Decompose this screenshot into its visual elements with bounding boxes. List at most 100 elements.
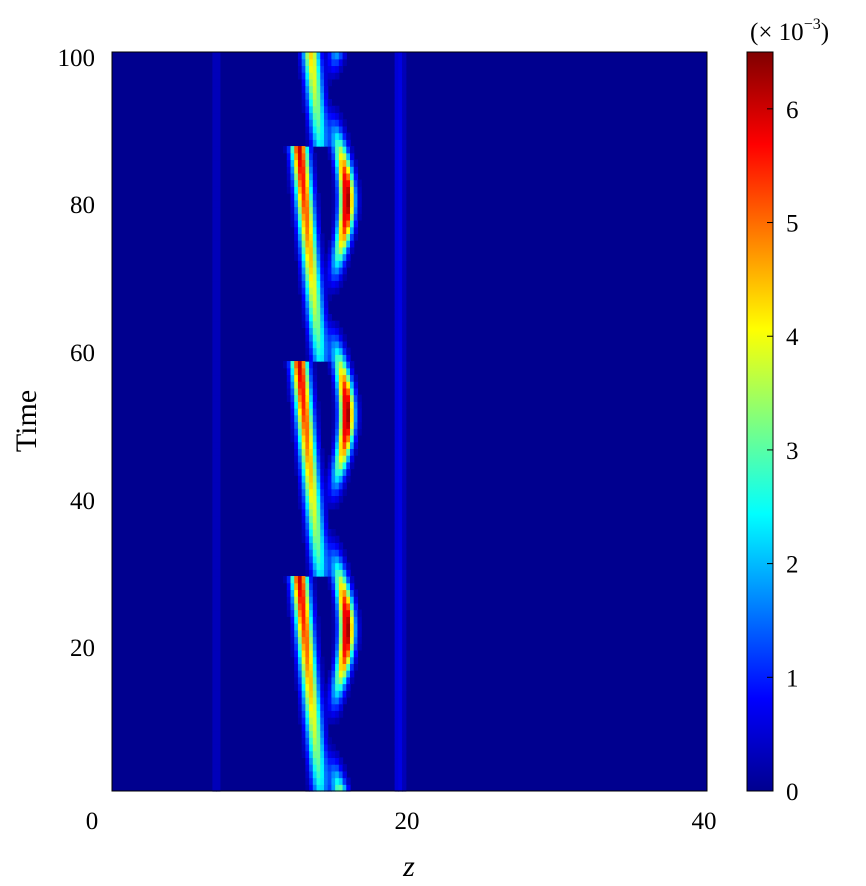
heatmap-cell (357, 623, 362, 631)
heatmap-cell (338, 253, 344, 261)
heatmap-cell (305, 690, 310, 698)
heatmap-cell (335, 233, 340, 241)
heatmap-cell (290, 193, 295, 201)
heatmap-cell (320, 730, 325, 738)
heatmap-cell (331, 320, 336, 329)
heatmap-cell (301, 166, 306, 174)
heatmap-cell (216, 508, 221, 517)
heatmap-cell (309, 448, 314, 456)
heatmap-cell (312, 287, 318, 295)
heatmap-cell (290, 172, 295, 181)
heatmap-cell (346, 428, 351, 436)
heatmap-cell (312, 354, 318, 362)
heatmap-cell (320, 99, 325, 107)
heatmap-cell (327, 777, 333, 785)
colorbar-tick-label: 0 (786, 779, 799, 806)
heatmap-cell (212, 179, 217, 187)
heatmap-cell (212, 515, 217, 523)
heatmap-cell (342, 448, 347, 456)
heatmap-cell (212, 502, 217, 510)
heatmap-cell (290, 649, 295, 658)
heatmap-cell (402, 555, 407, 564)
heatmap-cell (342, 643, 347, 651)
heatmap-cell (309, 495, 314, 503)
heatmap-cell (294, 616, 299, 624)
heatmap-cell (305, 670, 310, 678)
heatmap-cell (402, 58, 407, 67)
heatmap-cell (312, 52, 318, 60)
heatmap-cell (398, 273, 403, 282)
heatmap-cell (301, 367, 306, 376)
heatmap-cell (305, 159, 310, 167)
heatmap-cell (301, 226, 306, 234)
heatmap-cell (316, 777, 321, 785)
heatmap-cell (294, 596, 299, 604)
heatmap-cell (323, 119, 329, 127)
heatmap-cell (398, 643, 403, 651)
heatmap-cell (216, 455, 221, 463)
heatmap-cell (309, 206, 314, 214)
heatmap-cell (297, 629, 303, 638)
heatmap-cell (305, 649, 310, 658)
heatmap-cell (323, 125, 329, 134)
heatmap-cell (301, 656, 306, 664)
heatmap-cell (353, 629, 359, 638)
heatmap-cell (216, 522, 221, 530)
heatmap-cell (338, 757, 344, 765)
heatmap-cell (309, 112, 314, 120)
heatmap-cell (398, 670, 403, 678)
heatmap-cell (320, 488, 325, 496)
heatmap-cell (216, 562, 221, 570)
heatmap-cell (327, 555, 333, 564)
heatmap-cell (394, 65, 399, 73)
heatmap-cell (294, 441, 299, 449)
heatmap-cell (305, 347, 310, 355)
heatmap-cell (331, 488, 336, 496)
heatmap-cell (320, 300, 325, 308)
heatmap-cell (216, 757, 221, 765)
heatmap-cell (305, 508, 310, 517)
plot-frame (111, 51, 708, 792)
heatmap-cell (212, 273, 217, 282)
heatmap-cell (335, 623, 340, 631)
heatmap-cell (309, 361, 314, 369)
heatmap-cell (320, 260, 325, 268)
heatmap-cell (402, 334, 407, 342)
heatmap-cell (346, 219, 351, 228)
heatmap-cell (212, 260, 217, 268)
heatmap-cell (316, 522, 321, 530)
heatmap-cell (316, 401, 321, 409)
heatmap-cell (331, 770, 336, 779)
heatmap-cell (402, 240, 407, 248)
heatmap-cell (290, 374, 295, 382)
x-tick-label: 20 (395, 808, 420, 835)
heatmap-cell (323, 730, 329, 738)
heatmap-cell (327, 253, 333, 261)
heatmap-cell (216, 125, 221, 134)
heatmap-cell (342, 186, 347, 194)
heatmap-cell (402, 266, 407, 275)
heatmap-cell (301, 233, 306, 241)
y-tick-label: 20 (70, 635, 95, 662)
heatmap-cell (301, 408, 306, 416)
heatmap-cell (342, 455, 347, 463)
heatmap-cell (335, 596, 340, 604)
heatmap-cell (331, 361, 336, 369)
heatmap-cell (323, 468, 329, 476)
heatmap-cell (290, 589, 295, 597)
heatmap-cell (323, 535, 329, 544)
heatmap-cell (335, 172, 340, 181)
heatmap-cell (320, 105, 325, 114)
heatmap-cell (342, 576, 347, 584)
heatmap-cell (212, 85, 217, 93)
heatmap-cell (342, 696, 347, 705)
heatmap-cell (402, 636, 407, 644)
heatmap-cell (327, 334, 333, 342)
heatmap-cell (331, 253, 336, 261)
heatmap-cell (353, 179, 359, 187)
heatmap-cell (398, 146, 403, 154)
heatmap-cell (346, 683, 351, 691)
heatmap-cell (312, 481, 318, 490)
heatmap-cell (323, 757, 329, 765)
heatmap-cell (338, 475, 344, 483)
